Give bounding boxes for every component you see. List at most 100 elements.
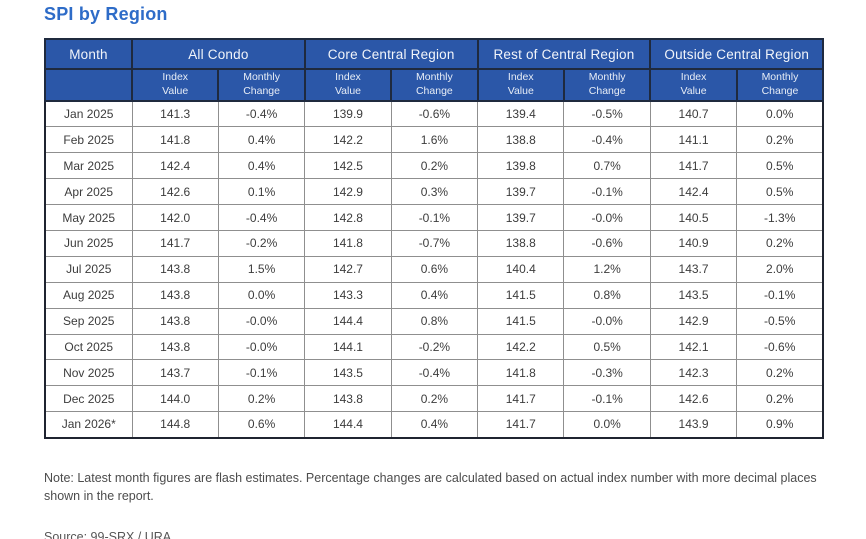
value-cell: -0.0% xyxy=(217,333,306,361)
subheader-monthly-change: Monthly Change xyxy=(217,68,306,102)
value-cell: 0.7% xyxy=(563,152,651,180)
value-cell: 143.5 xyxy=(304,359,392,387)
month-cell: Feb 2025 xyxy=(44,126,133,154)
value-cell: -0.4% xyxy=(217,204,306,231)
month-cell: Sep 2025 xyxy=(44,307,133,335)
month-cell: Jan 2026* xyxy=(44,411,133,439)
page-title: SPI by Region xyxy=(44,4,168,24)
value-cell: 139.4 xyxy=(477,100,565,128)
value-cell: 138.8 xyxy=(477,229,565,257)
spi-table: Month All Condo Core Central Region Rest… xyxy=(44,38,825,439)
value-cell: -0.1% xyxy=(563,385,651,413)
value-cell: -0.1% xyxy=(736,281,824,309)
value-cell: 141.7 xyxy=(131,229,219,257)
value-cell: 143.8 xyxy=(131,281,219,309)
value-cell: 141.1 xyxy=(649,126,738,154)
value-cell: 143.8 xyxy=(304,385,392,413)
value-cell: 0.0% xyxy=(736,100,824,128)
month-cell: Jul 2025 xyxy=(44,255,133,283)
value-cell: 0.9% xyxy=(736,411,824,439)
value-cell: 0.2% xyxy=(736,359,824,387)
value-cell: 142.4 xyxy=(649,178,738,206)
table-header: Month All Condo Core Central Region Rest… xyxy=(44,38,825,102)
value-cell: 0.2% xyxy=(217,385,306,413)
value-cell: 139.9 xyxy=(304,100,392,128)
source-text: Source: 99-SRX / URA xyxy=(44,530,172,539)
value-cell: 138.8 xyxy=(477,126,565,154)
value-cell: 0.5% xyxy=(736,178,824,206)
table-row: Mar 2025 142.4 0.4% 142.5 0.2% 139.8 0.7% 141.7… xyxy=(44,152,824,180)
column-header-core-central-region: Core Central Region xyxy=(303,38,479,70)
value-cell: -0.4% xyxy=(563,126,651,154)
value-cell: 2.0% xyxy=(736,255,824,283)
value-cell: 142.4 xyxy=(131,152,219,180)
value-cell: 140.5 xyxy=(649,204,738,231)
month-cell: Nov 2025 xyxy=(44,359,133,387)
value-cell: 143.8 xyxy=(131,255,219,283)
value-cell: 139.8 xyxy=(477,152,565,180)
value-cell: -0.1% xyxy=(217,359,306,387)
month-cell: Mar 2025 xyxy=(44,152,133,180)
value-cell: -0.5% xyxy=(563,100,651,128)
value-cell: 1.6% xyxy=(390,126,479,154)
value-cell: 142.1 xyxy=(649,333,738,361)
value-cell: 140.7 xyxy=(649,100,738,128)
value-cell: 144.1 xyxy=(304,333,392,361)
value-cell: -0.6% xyxy=(563,229,651,257)
value-cell: 141.7 xyxy=(477,385,565,413)
table-row: Apr 2025 142.6 0.1% 142.9 0.3% 139.7 -0.1% 142.… xyxy=(44,178,824,206)
value-cell: 143.5 xyxy=(649,281,738,309)
subheader-monthly-change: Monthly Change xyxy=(562,68,652,102)
table-row: Sep 2025 143.8 -0.0% 144.4 0.8% 141.5 -0.0% 142… xyxy=(44,307,824,335)
month-cell: Jun 2025 xyxy=(44,229,133,257)
value-cell: 142.6 xyxy=(649,385,738,413)
table-row: Aug 2025 143.8 0.0% 143.3 0.4% 141.5 0.8% 143.5… xyxy=(44,281,824,309)
value-cell: 141.7 xyxy=(649,152,738,180)
value-cell: 0.2% xyxy=(390,152,479,180)
value-cell: 141.8 xyxy=(477,359,565,387)
table-row: Jan 2025 141.3 -0.4% 139.9 -0.6% 139.4 -0.5% 14… xyxy=(44,100,824,128)
value-cell: 0.1% xyxy=(217,178,306,206)
value-cell: 0.4% xyxy=(217,126,306,154)
value-cell: 144.4 xyxy=(304,411,392,439)
value-cell: 140.4 xyxy=(477,255,565,283)
table-row: Oct 2025 143.8 -0.0% 144.1 -0.2% 142.2 0.5% 142… xyxy=(44,333,824,361)
value-cell: 0.5% xyxy=(563,333,651,361)
month-cell: Apr 2025 xyxy=(44,178,133,206)
value-cell: 0.4% xyxy=(390,411,479,439)
month-cell: Dec 2025 xyxy=(44,385,133,413)
value-cell: -0.6% xyxy=(736,333,824,361)
table-row: Jul 2025 143.8 1.5% 142.7 0.6% 140.4 1.2% 143.7… xyxy=(44,255,824,283)
value-cell: 0.2% xyxy=(736,229,824,257)
value-cell: -0.4% xyxy=(217,100,306,128)
column-header-all-condo: All Condo xyxy=(131,38,306,70)
table-row: May 2025 142.0 -0.4% 142.8 -0.1% 139.7 -0.0% 14… xyxy=(44,204,824,231)
value-cell: 143.8 xyxy=(131,307,219,335)
value-cell: 0.0% xyxy=(217,281,306,309)
subheader-monthly-change: Monthly Change xyxy=(735,68,825,102)
value-cell: 0.3% xyxy=(390,178,479,206)
value-cell: 143.9 xyxy=(649,411,738,439)
value-cell: 0.4% xyxy=(390,281,479,309)
value-cell: 144.8 xyxy=(131,411,219,439)
table-body: Jan 2025 141.3 -0.4% 139.9 -0.6% 139.4 -0.5% 14… xyxy=(44,100,824,439)
value-cell: -0.0% xyxy=(217,307,306,335)
month-cell: May 2025 xyxy=(44,204,133,231)
value-cell: 0.0% xyxy=(563,411,651,439)
table-row: Nov 2025 143.7 -0.1% 143.5 -0.4% 141.8 -0.3% 14… xyxy=(44,359,824,387)
value-cell: 142.3 xyxy=(649,359,738,387)
subheader-monthly-change: Monthly Change xyxy=(390,68,479,102)
value-cell: -0.1% xyxy=(390,204,479,231)
value-cell: 0.2% xyxy=(736,126,824,154)
value-cell: 0.5% xyxy=(736,152,824,180)
value-cell: 142.2 xyxy=(477,333,565,361)
value-cell: -0.5% xyxy=(736,307,824,335)
value-cell: 142.9 xyxy=(304,178,392,206)
value-cell: -0.3% xyxy=(563,359,651,387)
value-cell: 1.5% xyxy=(217,255,306,283)
value-cell: 0.6% xyxy=(390,255,479,283)
value-cell: 142.0 xyxy=(131,204,219,231)
value-cell: 141.8 xyxy=(131,126,219,154)
value-cell: -0.0% xyxy=(563,307,651,335)
value-cell: 0.6% xyxy=(217,411,306,439)
